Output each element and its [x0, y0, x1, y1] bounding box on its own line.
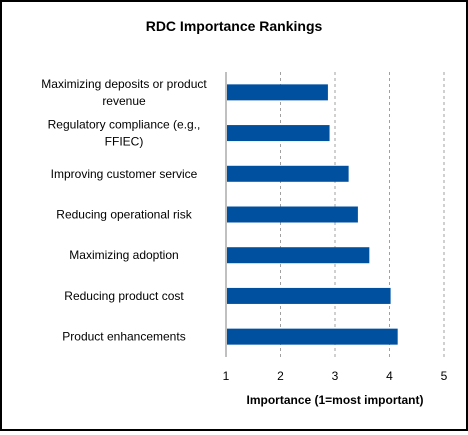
bar — [227, 247, 370, 264]
category-label: Maximizing adoption — [69, 248, 178, 262]
category-label-line: FFIEC) — [105, 135, 144, 149]
category-label: Regulatory compliance (e.g., FFIEC) — [48, 118, 201, 149]
x-tick-label: 2 — [277, 369, 284, 383]
category-label: Reducing product cost — [64, 289, 184, 303]
category-label-line: Maximizing adoption — [69, 248, 178, 262]
bar — [227, 125, 330, 142]
x-tick-label: 3 — [332, 369, 339, 383]
category-label-line: Product enhancements — [62, 330, 185, 344]
x-tick-label: 4 — [386, 369, 393, 383]
bar — [227, 84, 328, 101]
x-tick-label: 1 — [223, 369, 230, 383]
category-label-line: Improving customer service — [51, 167, 198, 181]
category-label: Product enhancements — [62, 330, 185, 344]
category-label-line: Reducing operational risk — [56, 208, 192, 222]
bar — [227, 328, 398, 345]
category-label-line: Reducing product cost — [64, 289, 184, 303]
x-tick-labels: 1 2 3 4 5 — [223, 369, 448, 383]
category-label: Reducing operational risk — [56, 208, 192, 222]
chart-title: RDC Importance Rankings — [146, 18, 323, 34]
category-labels: Maximizing deposits or product revenue Reg… — [41, 77, 207, 344]
bar — [227, 165, 349, 182]
category-label-line: Maximizing deposits or product — [41, 77, 207, 91]
x-tick-label: 5 — [441, 369, 448, 383]
category-label-line: revenue — [102, 94, 146, 108]
category-label-line: Regulatory compliance (e.g., — [48, 118, 201, 132]
bars — [227, 84, 398, 345]
category-label: Improving customer service — [51, 167, 198, 181]
x-axis-title: Importance (1=most important) — [246, 393, 423, 407]
bar — [227, 287, 391, 304]
category-label: Maximizing deposits or product revenue — [41, 77, 207, 108]
bar — [227, 206, 358, 223]
